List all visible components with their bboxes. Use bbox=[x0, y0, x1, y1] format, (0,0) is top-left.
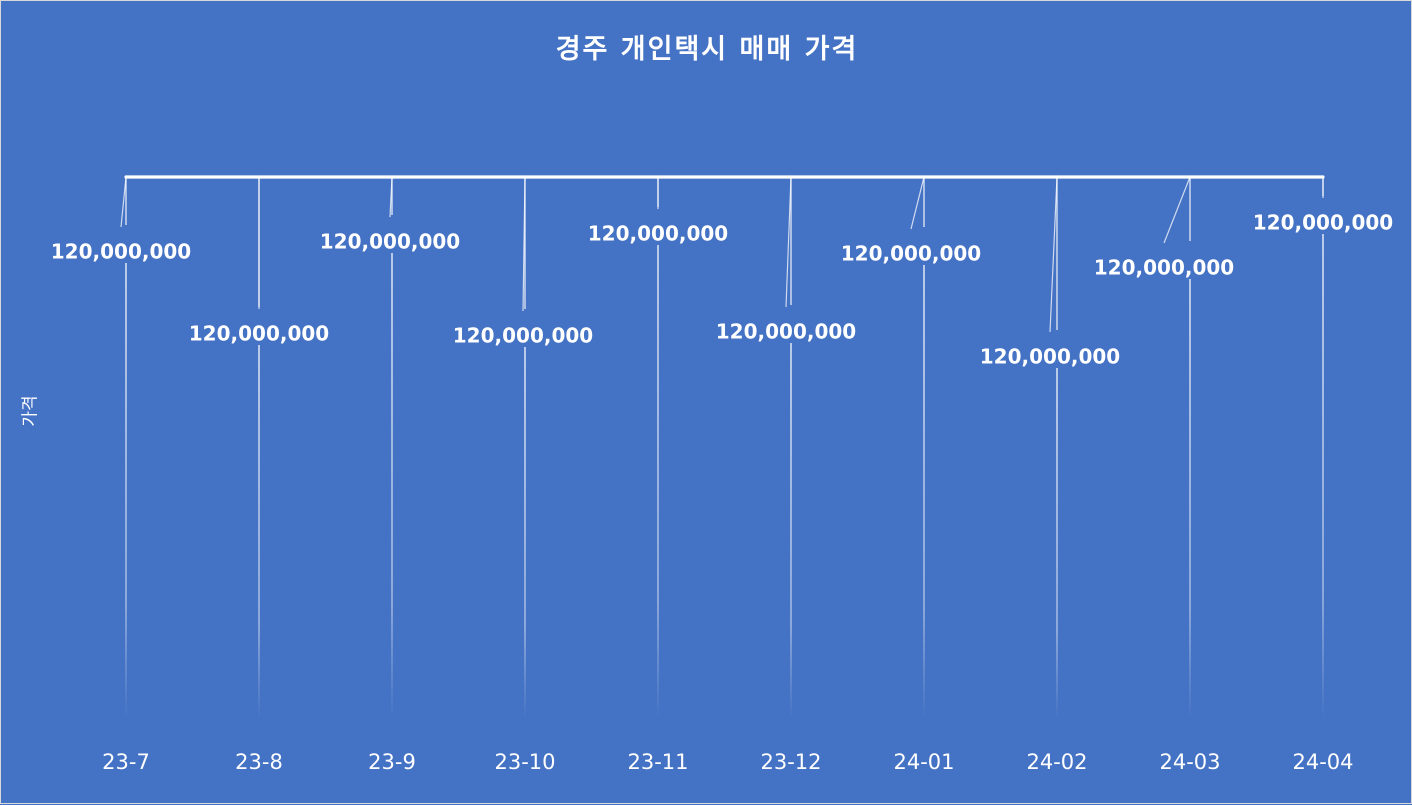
x-tick-label: 23-11 bbox=[627, 750, 688, 774]
leader-line bbox=[522, 176, 526, 312]
leader-line bbox=[389, 176, 393, 218]
leader-line bbox=[1049, 176, 1058, 333]
data-label: 120,000,000 bbox=[716, 320, 856, 344]
x-tick-label: 23-10 bbox=[494, 750, 555, 774]
leader-line bbox=[785, 176, 792, 308]
drop-line-lower bbox=[125, 263, 127, 719]
drop-line-lower bbox=[923, 265, 925, 719]
leader-line bbox=[910, 176, 925, 230]
x-axis-tick-labels: 23-7 23-8 23-9 23-10 23-11 23-12 24-01 24-02 24-… bbox=[102, 750, 1353, 774]
label-leader-lines bbox=[120, 176, 1324, 333]
data-label: 120,000,000 bbox=[1094, 256, 1234, 280]
data-label: 120,000,000 bbox=[51, 240, 191, 264]
x-tick-label: 23-8 bbox=[235, 750, 283, 774]
data-point bbox=[922, 175, 926, 179]
drop-line-lower bbox=[657, 245, 659, 719]
data-label: 120,000,000 bbox=[980, 345, 1120, 369]
data-label: 120,000,000 bbox=[320, 230, 460, 254]
x-tick-label: 24-01 bbox=[893, 750, 954, 774]
drop-line-lower bbox=[790, 343, 792, 719]
data-point bbox=[1188, 175, 1192, 179]
drop-line-lower bbox=[1189, 279, 1191, 719]
x-tick-label: 23-12 bbox=[760, 750, 821, 774]
drop-line-lower bbox=[391, 253, 393, 719]
data-point bbox=[789, 175, 793, 179]
data-label: 120,000,000 bbox=[588, 222, 728, 246]
data-point bbox=[656, 175, 660, 179]
x-tick-label: 23-7 bbox=[102, 750, 150, 774]
data-point bbox=[523, 175, 527, 179]
x-tick-label: 23-9 bbox=[368, 750, 416, 774]
data-labels: 120,000,000 120,000,000 120,000,000 120,000… bbox=[51, 211, 1393, 369]
x-tick-label: 24-02 bbox=[1026, 750, 1087, 774]
data-label: 120,000,000 bbox=[841, 242, 981, 266]
leader-line bbox=[120, 176, 127, 228]
data-label: 120,000,000 bbox=[189, 322, 329, 346]
drop-line-lower bbox=[1322, 234, 1324, 719]
drop-line-lower bbox=[258, 345, 260, 719]
data-point bbox=[257, 175, 261, 179]
data-point bbox=[124, 175, 128, 179]
data-point bbox=[1055, 175, 1059, 179]
series-line-group bbox=[124, 175, 1325, 179]
data-point bbox=[390, 175, 394, 179]
data-label: 120,000,000 bbox=[453, 324, 593, 348]
data-point bbox=[1321, 175, 1325, 179]
drop-line-lower bbox=[1056, 368, 1058, 719]
leader-line bbox=[1163, 176, 1191, 244]
chart-title: 경주 개인택시 매매 가격 bbox=[555, 34, 859, 65]
x-tick-label: 24-04 bbox=[1292, 750, 1353, 774]
drop-line-lower bbox=[524, 347, 526, 719]
data-label: 120,000,000 bbox=[1253, 211, 1393, 235]
x-tick-label: 24-03 bbox=[1159, 750, 1220, 774]
